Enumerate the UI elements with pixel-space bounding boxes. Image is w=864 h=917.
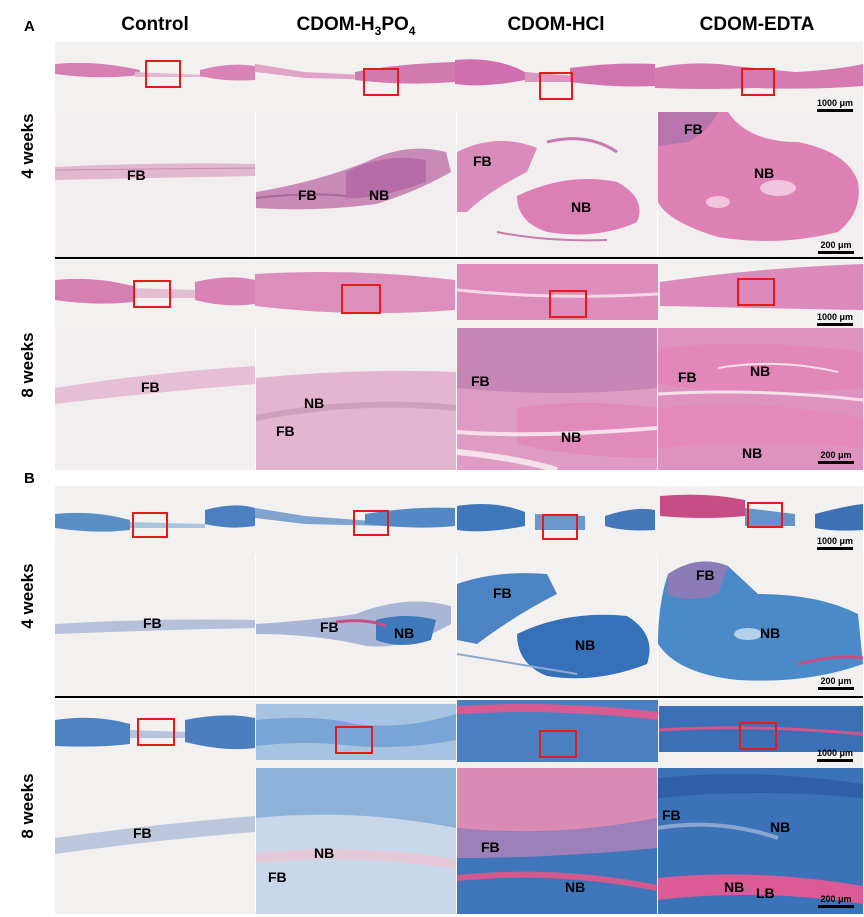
mt-8w-control-high: FB xyxy=(55,768,255,914)
label-fb: FB xyxy=(473,153,492,169)
row-label-a-8weeks: 8 weeks xyxy=(18,332,37,398)
roi-box xyxy=(133,280,171,308)
scale-bar-1000um: 1000 μm xyxy=(813,312,857,326)
scale-bar-1000um: 1000 μm xyxy=(813,748,857,762)
roi-box xyxy=(145,60,181,88)
row-divider xyxy=(55,257,863,259)
label-fb: FB xyxy=(276,423,295,439)
panel-letter-b: B xyxy=(24,470,35,487)
roi-box xyxy=(542,514,578,540)
label-fb: FB xyxy=(696,567,715,583)
label-nb: NB xyxy=(304,395,325,411)
roi-box xyxy=(747,502,783,528)
column-header-control: Control xyxy=(121,14,189,35)
roi-box xyxy=(137,718,175,746)
mt-4w-h3po4-high: FB NB xyxy=(256,554,456,696)
mt-4w-edta-high: FB NB 200 μm xyxy=(658,554,863,696)
label-nb: NB xyxy=(571,199,592,215)
he-4w-hcl-high: FB NB xyxy=(457,112,657,257)
mt-4w-hcl-high: FB NB xyxy=(457,554,657,696)
label-fb: FB xyxy=(684,121,703,137)
row-label-b-8weeks: 8 weeks xyxy=(18,773,37,839)
label-nb: NB xyxy=(314,845,335,861)
label-nb: NB xyxy=(750,363,771,379)
column-header-cdom-h3po4: CDOM-H3PO4 xyxy=(296,14,416,38)
roi-box xyxy=(549,290,587,318)
roi-box xyxy=(741,68,775,96)
he-8w-hcl-high: FB NB xyxy=(457,328,657,470)
roi-box xyxy=(737,278,775,306)
label-nb: NB xyxy=(754,165,775,181)
he-8w-control-high: FB xyxy=(55,328,255,470)
roi-box xyxy=(335,726,373,754)
scale-bar-1000um: 1000 μm xyxy=(813,98,857,112)
he-4w-control-high: FB xyxy=(55,112,255,257)
column-header-cdom-edta: CDOM-EDTA xyxy=(699,14,815,35)
roi-box xyxy=(353,510,389,536)
scale-bar-200um: 200 μm xyxy=(814,240,858,254)
column-header-cdom-hcl: CDOM-HCl xyxy=(507,14,605,35)
row-label-b-4weeks: 4 weeks xyxy=(18,563,37,629)
label-fb: FB xyxy=(320,619,339,635)
he-8w-edta-high: FB NB NB 200 μm xyxy=(658,328,863,470)
label-fb: FB xyxy=(678,369,697,385)
label-nb: NB xyxy=(770,819,791,835)
label-nb: NB xyxy=(575,637,596,653)
label-fb: FB xyxy=(143,615,162,631)
roi-box xyxy=(341,284,381,314)
label-fb: FB xyxy=(662,807,681,823)
roi-box xyxy=(539,730,577,758)
roi-box xyxy=(739,722,777,750)
label-nb: NB xyxy=(369,187,390,203)
mt-8w-low-magnification: 1000 μm xyxy=(55,700,863,768)
label-fb: FB xyxy=(127,167,146,183)
label-nb: NB xyxy=(724,879,745,895)
label-nb: NB xyxy=(760,625,781,641)
scale-bar-200um: 200 μm xyxy=(814,894,858,908)
label-lb: LB xyxy=(756,885,775,901)
label-fb: FB xyxy=(493,585,512,601)
he-4w-edta-high: FB NB 200 μm xyxy=(658,112,863,257)
label-fb: FB xyxy=(133,825,152,841)
scale-bar-200um: 200 μm xyxy=(814,676,858,690)
scale-bar-1000um: 1000 μm xyxy=(813,536,857,550)
panel-b-masson-trichrome: 1000 μm FB FB NB FB NB FB xyxy=(55,486,863,914)
he-4w-h3po4-high: FB NB xyxy=(256,112,456,257)
label-nb: NB xyxy=(742,445,763,461)
roi-box xyxy=(363,68,399,96)
label-nb: NB xyxy=(561,429,582,445)
he-4w-low-magnification: 1000 μm xyxy=(55,42,863,112)
mt-8w-hcl-high: FB NB xyxy=(457,768,657,914)
label-fb: FB xyxy=(481,839,500,855)
label-fb: FB xyxy=(141,379,160,395)
scale-bar-200um: 200 μm xyxy=(814,450,858,464)
row-divider xyxy=(55,696,863,698)
he-8w-low-magnification: 1000 μm xyxy=(55,260,863,328)
mt-4w-low-magnification: 1000 μm xyxy=(55,486,863,554)
he-8w-h3po4-high: NB FB xyxy=(256,328,456,470)
mt-8w-h3po4-high: NB FB xyxy=(256,768,456,914)
mt-8w-edta-high: FB NB NB LB 200 μm xyxy=(658,768,863,914)
roi-box xyxy=(539,72,573,100)
label-nb: NB xyxy=(565,879,586,895)
label-nb: NB xyxy=(394,625,415,641)
row-label-a-4weeks: 4 weeks xyxy=(18,113,37,179)
label-fb: FB xyxy=(268,869,287,885)
roi-box xyxy=(132,512,168,538)
mt-4w-control-high: FB xyxy=(55,554,255,696)
label-fb: FB xyxy=(471,373,490,389)
panel-letter-a: A xyxy=(24,18,35,35)
label-fb: FB xyxy=(298,187,317,203)
panel-a-he-staining: 1000 μm FB FB NB FB NB xyxy=(55,42,863,470)
